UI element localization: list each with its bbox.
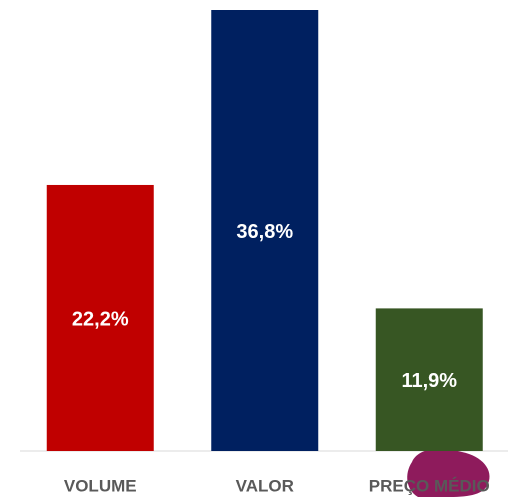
x-tick-label: PREÇO MÉDIO: [369, 476, 490, 495]
x-tick-label: VALOR: [236, 476, 294, 495]
value-label: 22,2%: [72, 308, 129, 330]
x-tick-label: VOLUME: [64, 476, 137, 495]
bar: [375, 308, 483, 451]
value-label: 36,8%: [236, 221, 293, 243]
decorative-blob: [407, 448, 490, 497]
bar: [211, 10, 319, 451]
bar: [46, 184, 154, 451]
value-label: 11,9%: [401, 370, 457, 392]
